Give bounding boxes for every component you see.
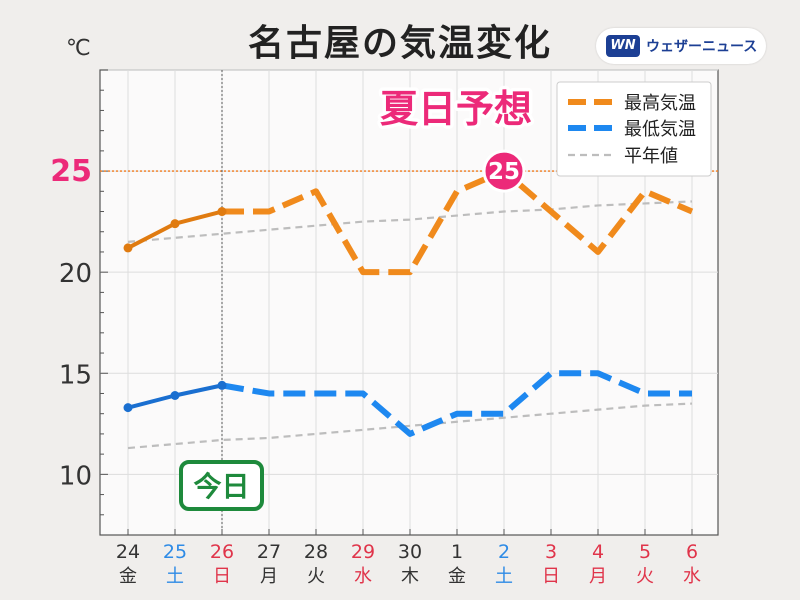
series-normal-line: [127, 402, 693, 450]
x-tick-date: 5: [639, 541, 651, 563]
x-tick-date: 30: [398, 541, 422, 563]
x-tick-weekday: 土: [495, 566, 513, 587]
y-unit-label: ℃: [66, 36, 91, 61]
x-tick-date: 2: [498, 541, 510, 563]
weathernews-logo: WN ウェザーニュース: [596, 28, 766, 64]
legend-label: 平年値: [624, 146, 678, 167]
x-tick-date: 26: [210, 541, 234, 563]
x-tick-date: 25: [163, 541, 187, 563]
x-tick-weekday: 木: [401, 566, 419, 587]
x-tick-weekday: 日: [542, 566, 560, 587]
x-tick-weekday: 金: [119, 566, 137, 587]
series-high-forecast-line: [222, 168, 694, 276]
low-point: [170, 391, 180, 400]
low-point: [217, 380, 227, 390]
high-point: [170, 219, 180, 229]
series-normal-line: [127, 200, 693, 243]
x-tick-date: 29: [351, 541, 375, 563]
y-tick-label: 20: [59, 259, 92, 289]
series-low-forecast-line: [221, 370, 692, 437]
x-tick-date: 28: [304, 541, 328, 563]
legend-box: [556, 81, 712, 177]
logo-text: ウェザーニュース: [646, 39, 758, 55]
x-tick-date: 4: [592, 541, 604, 563]
today-badge: [179, 460, 264, 511]
x-tick-weekday: 日: [213, 566, 231, 587]
summer-day-forecast-label: 夏日予想: [380, 87, 532, 131]
legend-label: 最高気温: [624, 93, 696, 114]
today-badge-label: 今日: [193, 470, 249, 503]
low-point: [123, 403, 133, 413]
x-tick-date: 27: [257, 541, 281, 563]
x-tick-date: 1: [451, 541, 463, 563]
weathernews-logo-icon: WN: [606, 35, 640, 57]
x-tick-weekday: 水: [354, 566, 372, 587]
x-tick-weekday: 水: [683, 566, 701, 587]
x-tick-weekday: 土: [166, 566, 184, 587]
high-point: [217, 207, 227, 217]
x-tick-weekday: 火: [307, 566, 325, 587]
x-tick-weekday: 火: [636, 566, 654, 587]
summer-day-badge-label: 25: [488, 159, 520, 185]
page-title: 名古屋の気温変化: [247, 23, 552, 64]
x-tick-date: 24: [116, 541, 140, 563]
y-tick-label: 25: [50, 154, 92, 189]
x-tick-date: 6: [686, 541, 698, 563]
y-tick-label: 15: [59, 360, 92, 390]
x-tick-date: 3: [545, 541, 557, 563]
legend-label: 最低気温: [624, 119, 696, 140]
high-point: [123, 243, 133, 253]
x-tick-weekday: 金: [448, 566, 466, 587]
y-tick-label: 10: [59, 461, 92, 491]
x-tick-weekday: 月: [589, 566, 607, 587]
summer-day-badge: [482, 149, 526, 193]
x-tick-weekday: 月: [260, 566, 278, 587]
